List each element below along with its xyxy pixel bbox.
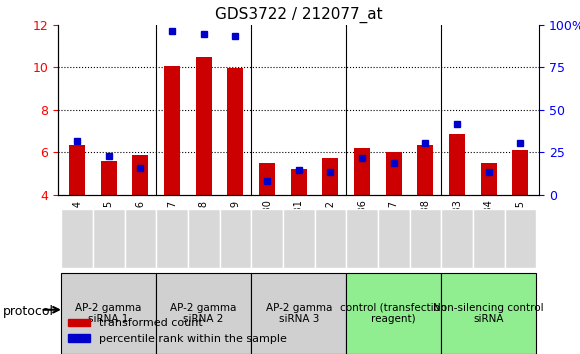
- FancyBboxPatch shape: [188, 209, 219, 268]
- Bar: [259, 163, 275, 195]
- Bar: [386, 152, 401, 195]
- Bar: [449, 134, 465, 195]
- FancyBboxPatch shape: [441, 209, 473, 268]
- Text: Non-silencing control
siRNA: Non-silencing control siRNA: [433, 303, 544, 324]
- Bar: [196, 57, 212, 195]
- Text: AP-2 gamma
siRNA 1: AP-2 gamma siRNA 1: [75, 303, 142, 324]
- Bar: [418, 145, 433, 195]
- Text: AP-2 gamma
siRNA 2: AP-2 gamma siRNA 2: [171, 303, 237, 324]
- Bar: [354, 148, 370, 195]
- FancyBboxPatch shape: [378, 209, 409, 268]
- Bar: [132, 155, 148, 195]
- Title: GDS3722 / 212077_at: GDS3722 / 212077_at: [215, 7, 383, 23]
- FancyBboxPatch shape: [409, 209, 441, 268]
- Bar: [513, 150, 528, 195]
- FancyBboxPatch shape: [251, 209, 283, 268]
- Bar: [322, 158, 338, 195]
- FancyBboxPatch shape: [61, 273, 156, 354]
- Bar: [481, 163, 496, 195]
- FancyBboxPatch shape: [219, 209, 251, 268]
- Bar: [227, 68, 243, 195]
- Bar: [164, 66, 180, 195]
- FancyBboxPatch shape: [346, 273, 441, 354]
- Text: AP-2 gamma
siRNA 3: AP-2 gamma siRNA 3: [266, 303, 332, 324]
- FancyBboxPatch shape: [473, 209, 505, 268]
- FancyBboxPatch shape: [251, 273, 346, 354]
- Text: protocol: protocol: [3, 305, 54, 318]
- FancyBboxPatch shape: [156, 273, 251, 354]
- Bar: [291, 169, 307, 195]
- FancyBboxPatch shape: [156, 209, 188, 268]
- Legend: transformed count, percentile rank within the sample: transformed count, percentile rank withi…: [64, 314, 291, 348]
- Text: control (transfection
reagent): control (transfection reagent): [340, 303, 447, 324]
- FancyBboxPatch shape: [93, 209, 125, 268]
- FancyBboxPatch shape: [505, 209, 536, 268]
- Bar: [69, 145, 85, 195]
- FancyBboxPatch shape: [346, 209, 378, 268]
- FancyBboxPatch shape: [283, 209, 314, 268]
- FancyBboxPatch shape: [314, 209, 346, 268]
- FancyBboxPatch shape: [61, 209, 93, 268]
- Bar: [101, 161, 117, 195]
- FancyBboxPatch shape: [441, 273, 536, 354]
- FancyBboxPatch shape: [125, 209, 156, 268]
